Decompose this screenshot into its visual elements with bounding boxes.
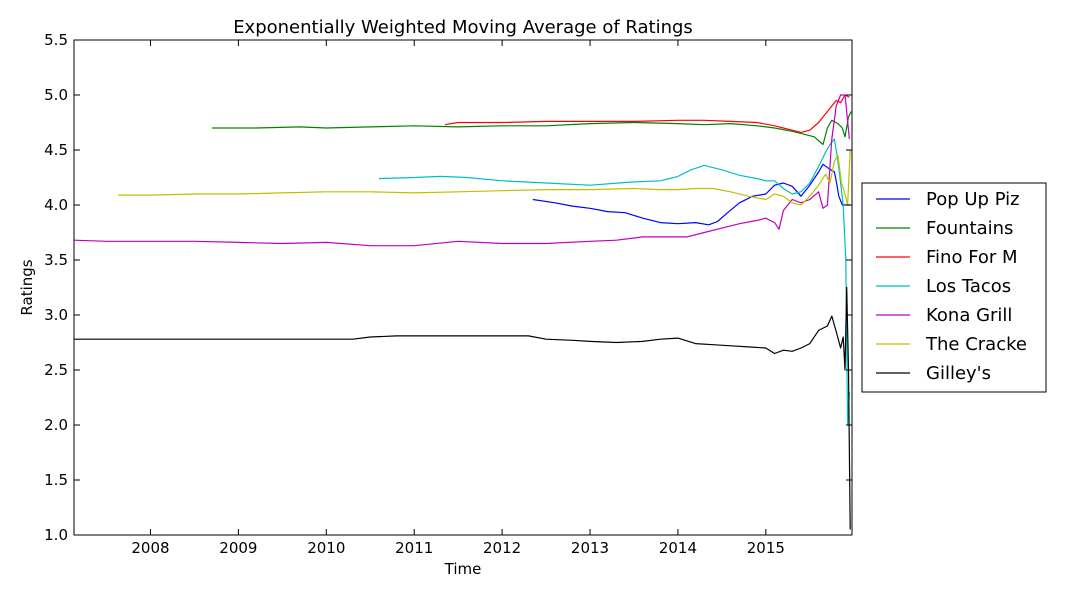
legend-label-gilley-s: Gilley's [926,363,991,384]
x-tick-label: 2014 [659,539,697,557]
y-tick-label: 2.0 [44,416,68,434]
plot-frame [73,39,853,536]
y-tick-label: 5.5 [44,31,68,49]
series-line-gilley-s [74,286,851,530]
series-line-kona-grill [73,94,850,247]
ticks-layer: 2008 2009 2010 2011 2012 2013 2014 2015 1.0 1.5 2.… [44,31,852,557]
series-line-los-tacos [378,138,850,426]
x-tick-label: 2012 [483,539,521,557]
y-tick-label: 4.5 [44,141,68,159]
legend-label-pop-up-piz: Pop Up Piz [926,189,1020,210]
legend-label-fino-for-m: Fino For M [926,247,1018,268]
x-tick-label: 2013 [571,539,609,557]
x-tick-label: 2011 [395,539,433,557]
legend: Pop Up Piz Fountains Fino For M Los Tacos Ko… [861,182,1047,393]
y-tick-label: 3.5 [44,251,68,269]
x-tick-label: 2009 [219,539,257,557]
y-tick-label: 1.5 [44,471,68,489]
x-axis-label: Time [444,560,482,578]
y-tick-label: 1.0 [44,526,68,544]
y-tick-label: 4.0 [44,196,68,214]
legend-label-kona-grill: Kona Grill [926,305,1012,326]
y-axis-label: Ratings [18,259,36,315]
legend-label-the-cracke: The Cracke [925,334,1027,355]
chart-title: Exponentially Weighted Moving Average of… [233,17,693,38]
series-line-fino-for-m [444,94,850,133]
y-tick-label: 2.5 [44,361,68,379]
series-layer [73,94,852,530]
series-line-pop-up-piz [532,163,851,226]
x-tick-label: 2010 [307,539,345,557]
legend-label-fountains: Fountains [926,218,1013,239]
x-tick-label: 2008 [131,539,169,557]
series-line-fountains [212,111,852,146]
x-tick-label: 2015 [747,539,785,557]
series-line-the-cracke [118,149,851,206]
legend-label-los-tacos: Los Tacos [926,276,1011,297]
y-tick-label: 3.0 [44,306,68,324]
legend-frame [861,182,1047,393]
y-tick-label: 5.0 [44,86,68,104]
